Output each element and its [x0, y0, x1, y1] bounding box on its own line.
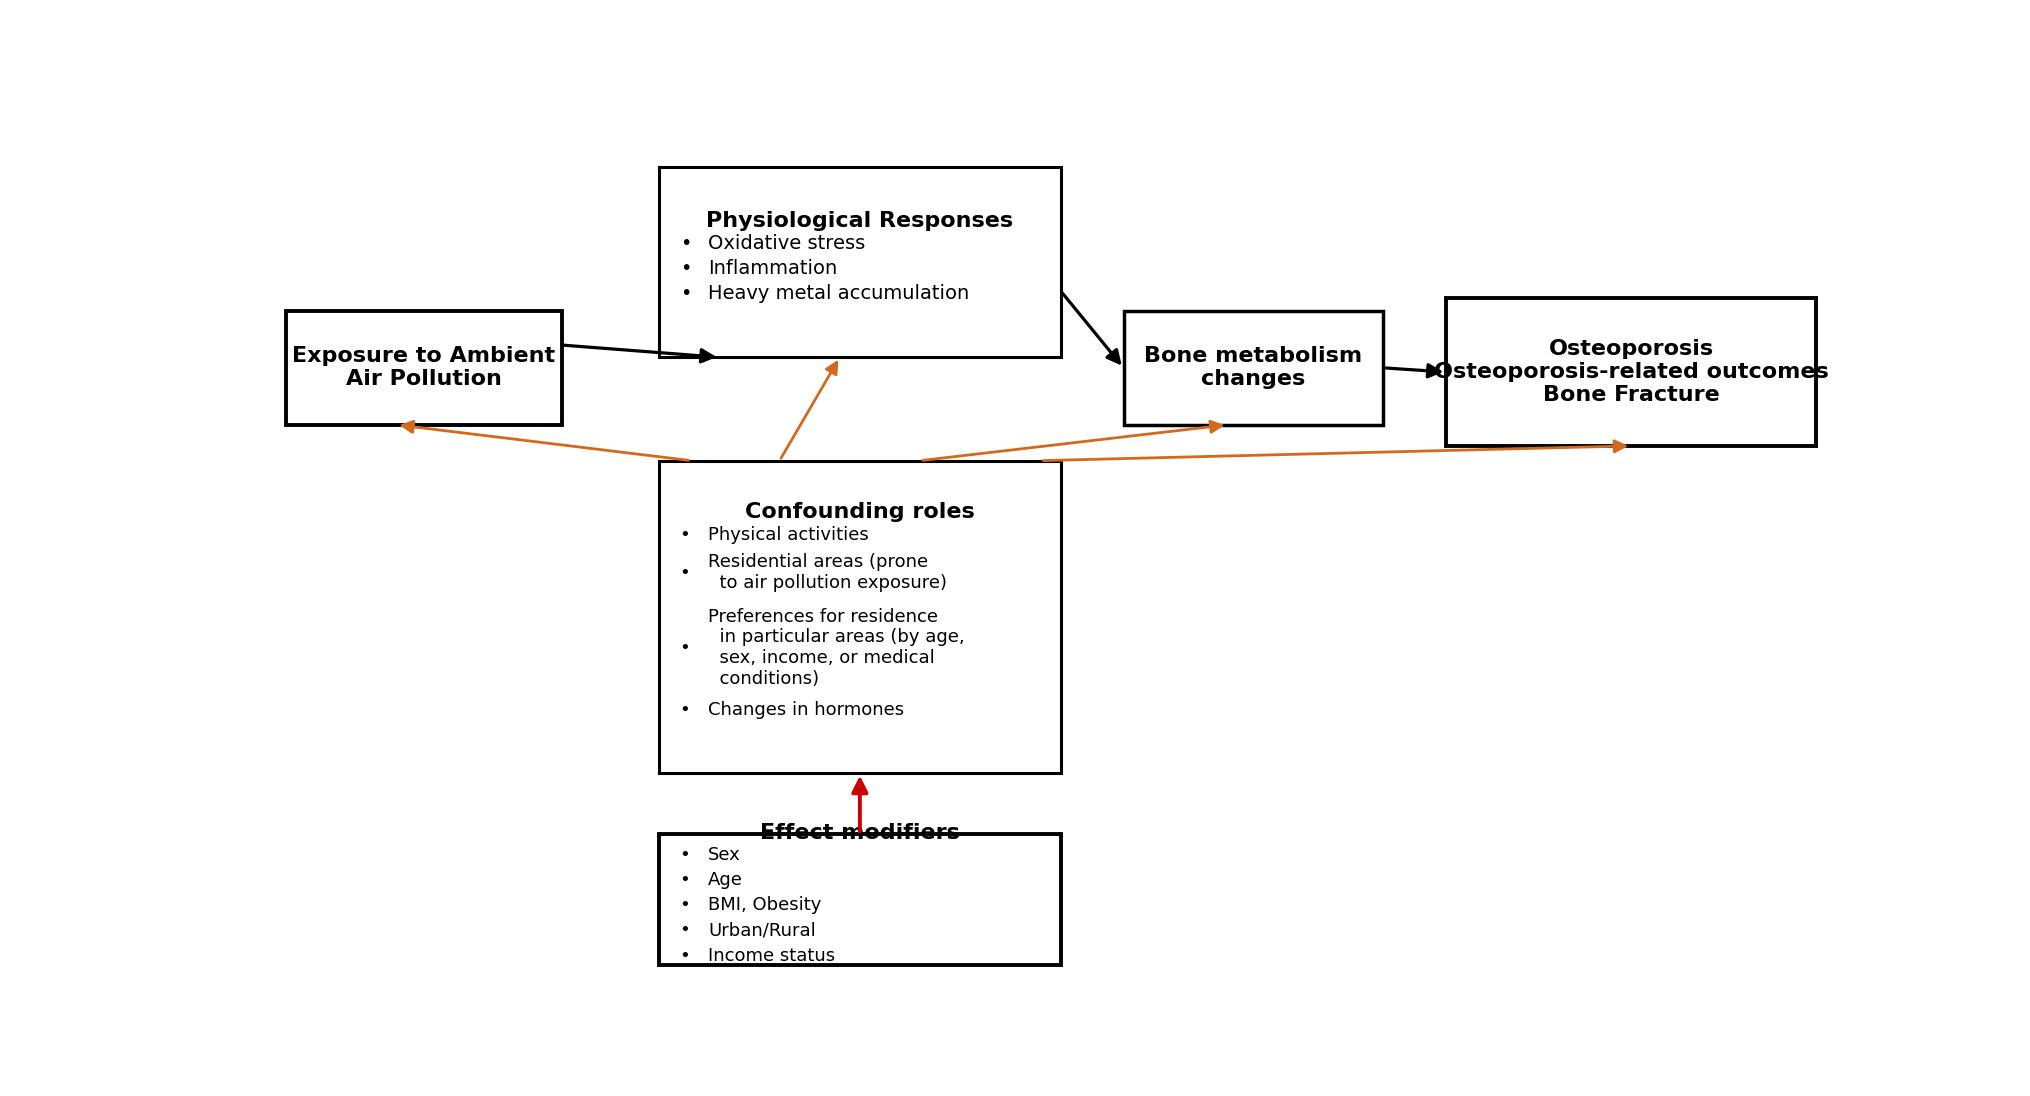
Text: BMI, Obesity: BMI, Obesity: [708, 897, 820, 914]
Text: •: •: [680, 563, 690, 582]
Text: Inflammation: Inflammation: [708, 259, 836, 277]
Text: •: •: [680, 701, 690, 719]
Text: •: •: [680, 526, 690, 544]
Text: Income status: Income status: [708, 947, 834, 964]
Text: Age: Age: [708, 871, 743, 889]
Text: •: •: [680, 284, 690, 302]
Text: Confounding roles: Confounding roles: [745, 502, 974, 523]
Text: •: •: [680, 947, 690, 964]
FancyBboxPatch shape: [660, 168, 1060, 357]
Text: Residential areas (prone
  to air pollution exposure): Residential areas (prone to air pollutio…: [708, 553, 946, 592]
Text: Physiological Responses: Physiological Responses: [706, 210, 1013, 230]
Text: Urban/Rural: Urban/Rural: [708, 922, 816, 939]
Text: Effect modifiers: Effect modifiers: [759, 823, 960, 843]
Text: •: •: [680, 259, 690, 277]
Text: Heavy metal accumulation: Heavy metal accumulation: [708, 284, 968, 302]
FancyBboxPatch shape: [660, 834, 1060, 964]
Text: •: •: [680, 846, 690, 865]
Text: Bone metabolism
changes: Bone metabolism changes: [1143, 346, 1362, 389]
Text: Sex: Sex: [708, 846, 741, 865]
Text: Exposure to Ambient
Air Pollution: Exposure to Ambient Air Pollution: [292, 346, 554, 389]
Text: •: •: [680, 871, 690, 889]
FancyBboxPatch shape: [1123, 311, 1382, 425]
FancyBboxPatch shape: [1445, 298, 1815, 446]
Text: Preferences for residence
  in particular areas (by age,
  sex, income, or medic: Preferences for residence in particular …: [708, 607, 964, 688]
Text: •: •: [680, 233, 690, 253]
Text: Osteoporosis
Osteoporosis-related outcomes
Bone Fracture: Osteoporosis Osteoporosis-related outcom…: [1433, 339, 1827, 406]
FancyBboxPatch shape: [286, 311, 562, 425]
Text: •: •: [680, 922, 690, 939]
Text: •: •: [680, 897, 690, 914]
Text: Physical activities: Physical activities: [708, 526, 869, 544]
Text: Oxidative stress: Oxidative stress: [708, 233, 865, 253]
Text: Changes in hormones: Changes in hormones: [708, 701, 903, 719]
FancyBboxPatch shape: [660, 460, 1060, 773]
Text: •: •: [680, 639, 690, 657]
